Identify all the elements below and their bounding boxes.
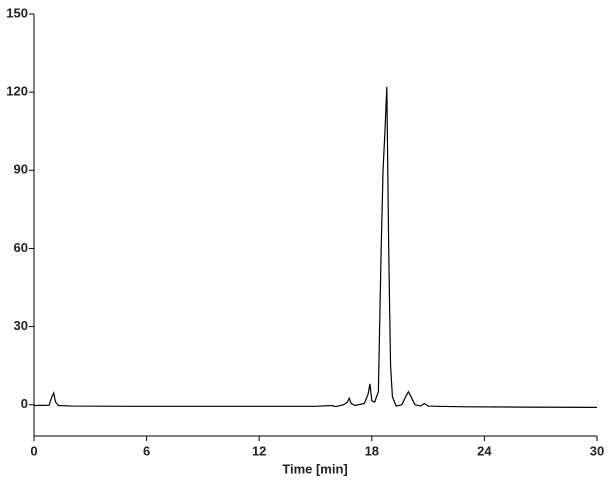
y-tick-label: 0 <box>21 396 28 411</box>
y-tick-label: 150 <box>6 5 28 20</box>
y-tick-label: 30 <box>14 318 28 333</box>
x-tick-label: 0 <box>30 443 37 458</box>
y-tick-label: 60 <box>14 240 28 255</box>
x-tick-label: 12 <box>252 443 266 458</box>
y-tick-label: 120 <box>6 84 28 99</box>
x-tick-label: 6 <box>143 443 150 458</box>
x-tick-label: 30 <box>590 443 604 458</box>
x-tick-label: 24 <box>477 443 492 458</box>
x-axis-label: Time [min] <box>282 461 348 476</box>
trace-line <box>33 86 598 408</box>
y-tick-label: 90 <box>14 162 28 177</box>
x-tick-label: 18 <box>365 443 379 458</box>
